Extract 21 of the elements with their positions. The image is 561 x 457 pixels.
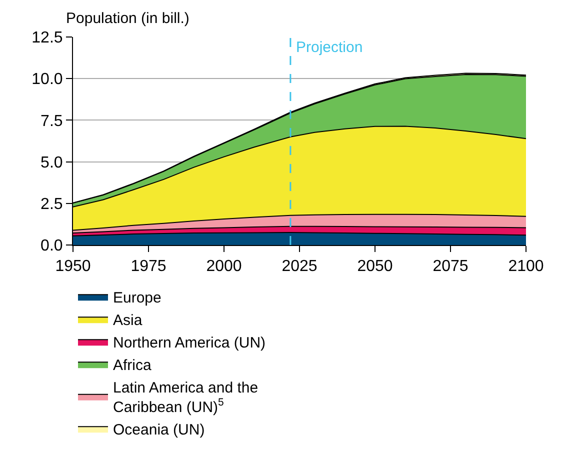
x-tick-label: 1975 xyxy=(130,258,166,276)
y-tick-label: 2.5 xyxy=(40,196,63,213)
legend-label: Africa xyxy=(113,356,152,374)
x-tick-label: 2100 xyxy=(508,258,544,276)
x-tick-label: 1950 xyxy=(55,258,91,276)
ref-line-label: Projection xyxy=(296,39,363,56)
legend-label: Latin America and the Caribbean (UN)$^{5}$ xyxy=(113,379,258,416)
legend-label: Oceania (UN) xyxy=(113,421,205,438)
x-tick-label: 2025 xyxy=(282,258,318,276)
y-tick-label: 5.0 xyxy=(40,154,63,172)
y-axis-title: Population (in bill.) xyxy=(66,10,190,27)
y-tick-label: 12.5 xyxy=(32,30,63,47)
y-tick-label: 10.0 xyxy=(32,71,63,88)
legend-label: Asia xyxy=(113,312,143,329)
x-tick-label: 2000 xyxy=(206,258,242,276)
x-tick-label: 2075 xyxy=(432,258,468,276)
x-tick-label: 2050 xyxy=(357,258,393,276)
y-tick-label: 7.5 xyxy=(40,112,63,130)
y-tick-label: 0.0 xyxy=(40,238,63,255)
legend-label: Northern America (UN) xyxy=(113,334,266,352)
legend-label: Europe xyxy=(113,289,162,306)
